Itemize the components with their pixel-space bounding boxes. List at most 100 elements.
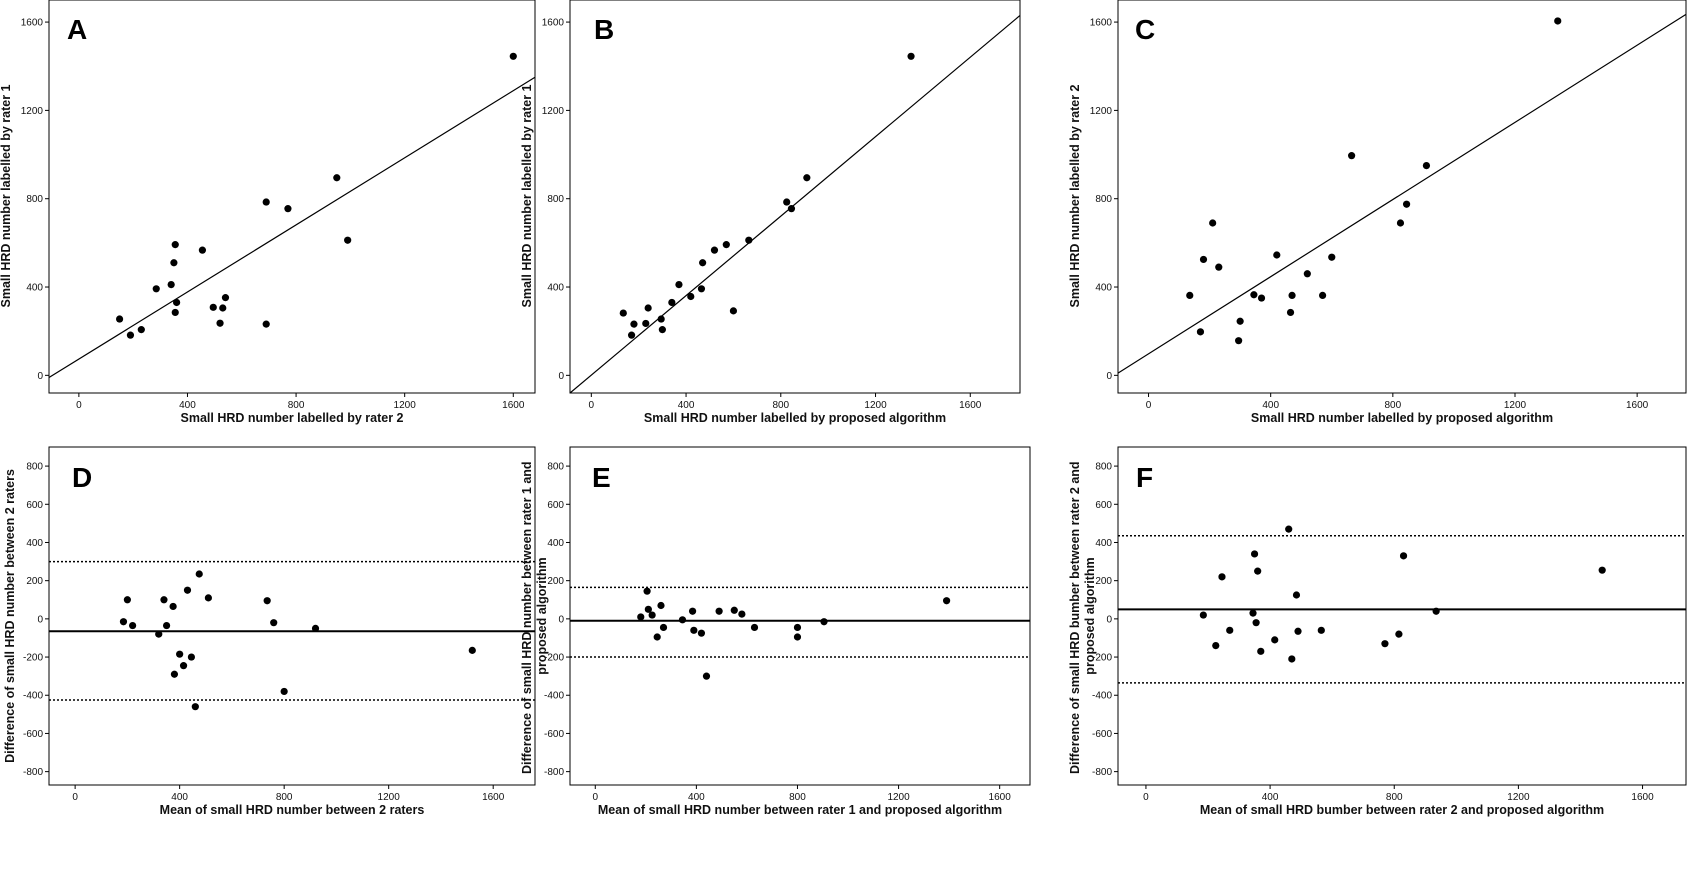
y-tick-label-b: 1600 [542,18,565,29]
data-point-b [722,241,730,249]
y-tick-label-c: 1200 [1090,106,1113,117]
axis-ticks-f: 0 400 800 1200 1600 -800 -600 -400 -200 0 200 400 60… [1092,462,1654,803]
y-tick-label-f: -400 [1092,691,1112,702]
y-tick-label-e: -400 [544,691,564,702]
x-tick-label-f: 400 [1262,792,1279,803]
y-tick-label-f: 400 [1095,538,1112,549]
data-point-a [344,236,352,244]
data-point-d [468,646,476,654]
y-tick-label-d: -400 [23,691,43,702]
regression-line-b [569,14,1021,394]
data-point-a [209,303,217,311]
data-point-b [668,298,676,307]
y-tick-label-a: 1200 [21,106,44,117]
x-tick-label-f: 0 [1143,792,1149,803]
data-point-f [1271,636,1279,644]
data-point-c [1288,291,1296,300]
data-point-f [1294,627,1302,635]
reference-lines-d [49,560,535,701]
x-tick-label-d: 1600 [482,792,505,803]
y-axis-label-e: Difference of small HRD number between r… [520,458,549,774]
panel-d: D Mean of small HRD number between 2 rat… [3,446,536,817]
data-point-b [697,285,706,293]
y-tick-label-d: -600 [23,729,43,740]
x-tick-label-d: 0 [72,792,78,803]
panel-e: E Mean of small HRD number between rater… [520,446,1031,817]
y-axis-label-b: Small HRD number labelled by rater 1 [520,84,534,307]
data-point-d [263,597,271,605]
data-point-b [642,319,650,328]
data-point-c [1273,251,1281,259]
data-point-a [171,241,179,249]
data-point-d [270,619,278,627]
y-tick-label-a: 400 [26,283,43,294]
regression-line-c [1117,13,1687,374]
data-point-c [1554,17,1562,25]
data-point-e [942,597,951,605]
data-point-a [198,246,207,254]
panel-letter-b: B [594,14,614,45]
data-point-b [907,52,915,60]
data-point-d [311,624,320,633]
x-tick-label-c: 0 [1146,400,1152,411]
data-point-f [1432,607,1440,615]
x-tick-label-b: 1600 [959,400,982,411]
data-point-c [1286,308,1295,317]
y-tick-label-e: 0 [558,614,564,625]
data-point-b [658,326,666,334]
data-point-c [1235,337,1243,345]
plot-frame-a [48,0,536,394]
x-tick-label-e: 800 [789,792,806,803]
data-point-f [1226,626,1234,634]
y-axis-label-a: Small HRD number labelled by rater 1 [0,84,13,307]
data-point-a [115,315,124,323]
data-point-f [1250,550,1259,558]
data-point-c [1250,291,1258,299]
data-point-b [803,174,811,182]
y-tick-label-d: 400 [26,538,43,549]
data-point-e [702,672,711,680]
data-point-f [1317,626,1325,634]
data-point-b [787,205,796,213]
y-tick-label-c: 0 [1106,371,1112,382]
data-point-e [688,607,697,615]
y-tick-label-e: 600 [547,500,564,511]
data-point-a [173,298,181,307]
data-point-e [690,626,698,634]
data-point-e [653,633,661,641]
data-point-f [1285,525,1293,533]
y-tick-label-a: 0 [37,371,43,382]
y-tick-label-f: -600 [1092,729,1112,740]
data-point-f [1257,647,1265,655]
plot-frame-d [48,446,536,786]
panel-letter-f: F [1136,462,1153,493]
data-point-f [1399,552,1408,560]
x-axis-label-f: Mean of small HRD bumber between rater 2… [1200,803,1604,817]
reference-lines-f [1118,535,1686,684]
data-point-d [179,662,188,670]
panel-a: A Small HRD number labelled by rater 2 S… [0,0,536,425]
x-tick-label-a: 1600 [502,400,525,411]
y-tick-label-f: 200 [1095,576,1112,587]
data-point-b [699,259,707,267]
data-point-f [1381,640,1389,648]
data-point-a [216,319,224,327]
data-point-f [1249,609,1257,617]
data-point-e [730,606,738,614]
y-tick-label-c: 800 [1095,194,1112,205]
y-tick-label-e: 200 [547,576,564,587]
x-tick-label-e: 0 [592,792,598,803]
data-point-d [187,653,196,661]
data-point-e [643,587,651,595]
x-tick-label-b: 400 [678,400,695,411]
panel-c: C Small HRD number labelled by proposed … [1068,0,1687,425]
data-point-f [1292,591,1301,599]
data-point-e [697,629,706,637]
y-axis-label-d: Difference of small HRD number between 2… [3,469,17,763]
x-axis-label-b: Small HRD number labelled by proposed al… [644,411,946,425]
data-point-a [170,259,178,267]
x-tick-label-f: 1600 [1631,792,1654,803]
y-tick-label-d: 0 [37,614,43,625]
data-points-b [619,52,915,339]
